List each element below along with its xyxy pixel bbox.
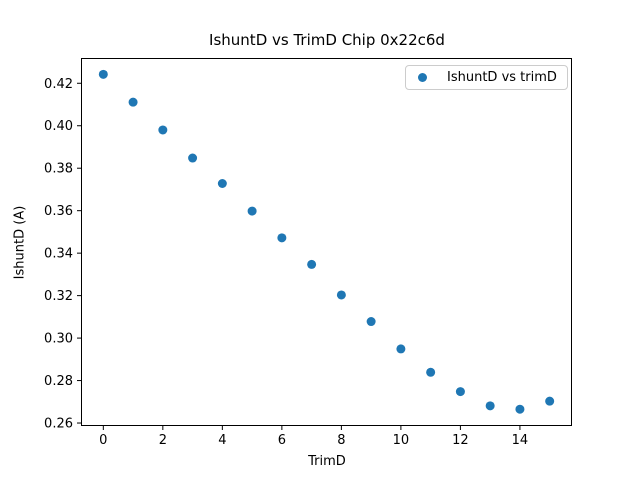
scatter-point <box>307 259 317 269</box>
y-tick-label: 0.38 <box>44 162 73 177</box>
x-tick-label: 8 <box>337 433 345 448</box>
legend-label: IshuntD vs trimD <box>447 70 557 85</box>
y-tick-label: 0.34 <box>44 247 73 262</box>
scatter-point <box>277 233 287 243</box>
legend-marker-icon <box>418 73 427 82</box>
x-tick-label: 2 <box>159 433 167 448</box>
scatter-point <box>485 401 495 411</box>
scatter-point <box>247 206 257 216</box>
y-tick-label: 0.30 <box>44 332 73 347</box>
y-tick-label: 0.42 <box>44 77 73 92</box>
y-tick-label: 0.26 <box>44 417 73 432</box>
scatter-point <box>336 290 346 300</box>
scatter-point <box>366 317 376 327</box>
scatter-point <box>188 153 198 163</box>
x-tick-label: 12 <box>452 433 469 448</box>
x-tick-label: 10 <box>393 433 410 448</box>
y-tick-label: 0.28 <box>44 374 73 389</box>
x-tick-label: 0 <box>99 433 107 448</box>
x-tick-label: 14 <box>512 433 529 448</box>
chart-title: IshuntD vs TrimD Chip 0x22c6d <box>209 31 445 49</box>
scatter-point <box>545 396 555 406</box>
scatter-point <box>98 69 108 79</box>
y-tick-label: 0.40 <box>44 119 73 134</box>
y-tick-label: 0.36 <box>44 204 73 219</box>
scatter-point <box>426 367 436 377</box>
x-axis-label: TrimD <box>308 454 346 469</box>
x-tick-label: 6 <box>278 433 286 448</box>
scatter-point <box>217 178 227 188</box>
scatter-point <box>158 125 168 135</box>
scatter-point <box>396 344 406 354</box>
legend: IshuntD vs trimD <box>405 65 568 90</box>
scatter-point <box>455 387 465 397</box>
scatter-point <box>128 97 138 107</box>
scatter-point <box>515 404 525 414</box>
plot-area <box>81 58 572 426</box>
y-axis-label: IshuntD (A) <box>12 205 28 280</box>
y-tick-label: 0.32 <box>44 289 73 304</box>
x-tick-label: 4 <box>218 433 226 448</box>
